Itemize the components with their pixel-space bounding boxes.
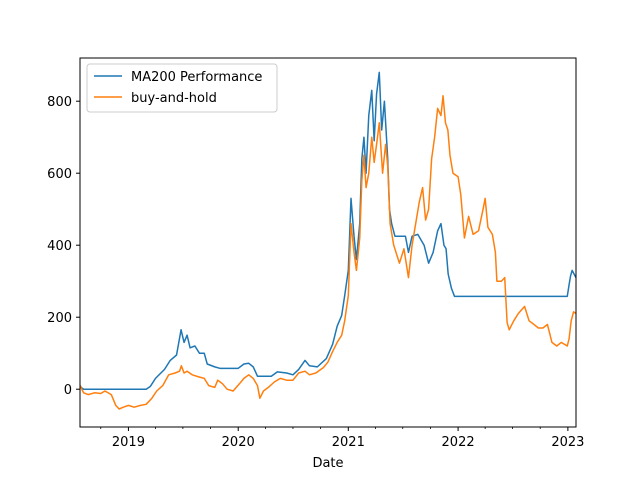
x-axis: 2019 2020 2021 2022 2023: [100, 427, 584, 450]
series-line-ma200-performance: [80, 71, 576, 390]
x-tick-label-2019: 2019: [112, 435, 145, 450]
legend-label-ma200-performance: MA200 Performance: [131, 70, 262, 85]
x-tick-label-2022: 2022: [442, 435, 475, 450]
series-line-buy-and-hold: [80, 95, 576, 410]
x-axis-title: Date: [312, 456, 343, 471]
x-tick-label-2021: 2021: [332, 435, 365, 450]
legend-label-buy-and-hold: buy-and-hold: [131, 91, 217, 106]
legend: MA200 Performance buy-and-hold: [86, 63, 278, 113]
legend-box: [86, 63, 278, 113]
y-tick-label-0: 0: [64, 383, 72, 398]
y-tick-label-400: 400: [47, 239, 72, 254]
y-tick-label-600: 600: [47, 167, 72, 182]
series-layer: [80, 71, 576, 410]
y-axis: 0 200 400 600 800: [47, 95, 80, 398]
plot-area-frame: [79, 57, 577, 428]
x-tick-label-2023: 2023: [551, 435, 584, 450]
y-tick-label-800: 800: [47, 95, 72, 110]
y-tick-label-200: 200: [47, 311, 72, 326]
x-tick-label-2020: 2020: [222, 435, 255, 450]
